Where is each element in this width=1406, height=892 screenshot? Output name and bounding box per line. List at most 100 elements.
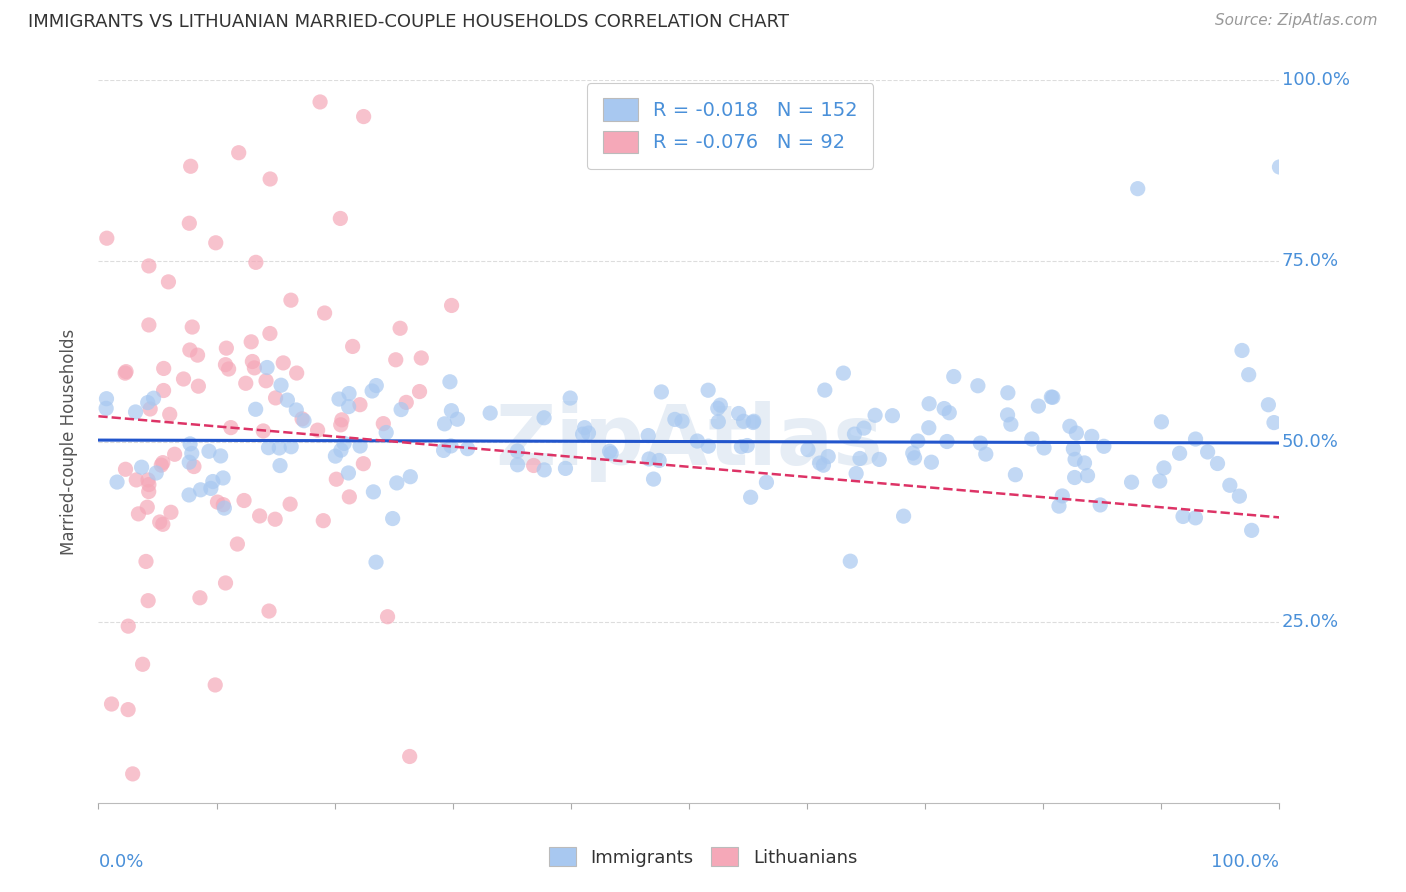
Point [1042, 390, 1064, 404]
Point [136, 593, 159, 607]
Point [1219, 478, 1241, 492]
Point [337, 466, 360, 480]
Point [439, 375, 461, 389]
Point [967, 378, 990, 392]
Point [1153, 461, 1175, 475]
Point [381, 511, 404, 525]
Point [243, 360, 266, 375]
Point [212, 498, 235, 512]
Point [863, 409, 886, 423]
Point [96, 231, 118, 245]
Point [328, 392, 350, 406]
Point [844, 427, 866, 442]
Point [159, 407, 181, 421]
Point [1080, 429, 1102, 443]
Point [1263, 416, 1285, 430]
Point [152, 361, 174, 376]
Point [1121, 475, 1143, 490]
Point [264, 391, 287, 405]
Point [560, 391, 582, 405]
Point [160, 505, 183, 519]
Point [730, 440, 752, 454]
Point [457, 442, 479, 456]
Point [408, 384, 430, 399]
Point [440, 403, 463, 417]
Text: Source: ZipAtlas.com: Source: ZipAtlas.com [1215, 13, 1378, 29]
Point [1028, 399, 1050, 413]
Point [136, 500, 159, 515]
Text: 0.0%: 0.0% [98, 854, 143, 871]
Point [506, 458, 529, 472]
Point [832, 366, 855, 380]
Point [1257, 398, 1279, 412]
Point [214, 576, 236, 591]
Point [600, 446, 623, 460]
Point [330, 443, 353, 458]
Point [377, 609, 399, 624]
Point [179, 216, 201, 230]
Point [204, 678, 226, 692]
Point [96, 401, 118, 416]
Point [257, 604, 280, 618]
Point [198, 444, 221, 458]
Point [727, 407, 749, 421]
Point [177, 488, 200, 502]
Point [235, 376, 257, 391]
Point [920, 455, 942, 469]
Text: ZipAtlas: ZipAtlas [495, 401, 883, 482]
Point [173, 372, 195, 386]
Point [114, 462, 136, 476]
Point [1230, 343, 1253, 358]
Point [571, 427, 593, 442]
Point [997, 408, 1019, 422]
Point [333, 436, 356, 450]
Point [181, 320, 204, 334]
Point [813, 458, 835, 473]
Point [808, 456, 831, 470]
Point [936, 434, 959, 449]
Point [219, 420, 242, 434]
Point [337, 400, 360, 414]
Point [686, 434, 709, 448]
Point [163, 447, 186, 461]
Point [256, 360, 278, 375]
Point [375, 425, 398, 440]
Point [149, 515, 172, 529]
Point [337, 386, 360, 401]
Point [285, 403, 308, 417]
Point [440, 298, 463, 312]
Point [179, 437, 201, 451]
Point [117, 619, 139, 633]
Point [179, 343, 201, 357]
Point [353, 110, 375, 124]
Point [218, 362, 240, 376]
Point [814, 383, 837, 397]
Point [364, 555, 387, 569]
Point [245, 402, 267, 417]
Point [938, 406, 960, 420]
Point [325, 449, 347, 463]
Point [433, 443, 456, 458]
Point [797, 442, 820, 457]
Point [648, 453, 671, 467]
Point [269, 458, 291, 473]
Point [145, 466, 167, 480]
Point [733, 414, 755, 428]
Point [309, 95, 332, 109]
Point [325, 472, 347, 486]
Text: 25.0%: 25.0% [1282, 613, 1339, 632]
Point [523, 458, 546, 473]
Point [138, 259, 160, 273]
Point [1000, 417, 1022, 432]
Point [190, 483, 212, 497]
Point [1171, 509, 1194, 524]
Point [242, 354, 264, 368]
Point [96, 392, 118, 406]
Point [361, 384, 384, 398]
Text: IMMIGRANTS VS LITHUANIAN MARRIED-COUPLE HOUSEHOLDS CORRELATION CHART: IMMIGRANTS VS LITHUANIAN MARRIED-COUPLE … [28, 13, 789, 31]
Point [599, 444, 621, 458]
Point [1149, 474, 1171, 488]
Point [707, 401, 730, 416]
Point [233, 493, 256, 508]
Point [280, 440, 302, 454]
